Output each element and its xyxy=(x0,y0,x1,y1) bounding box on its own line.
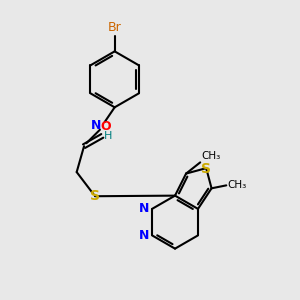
Text: H: H xyxy=(103,131,112,141)
Text: O: O xyxy=(100,120,111,133)
Text: CH₃: CH₃ xyxy=(201,151,220,161)
Text: N: N xyxy=(139,202,150,215)
Text: S: S xyxy=(201,162,211,176)
Text: N: N xyxy=(139,230,150,242)
Text: Br: Br xyxy=(108,21,122,34)
Text: CH₃: CH₃ xyxy=(227,180,247,190)
Text: N: N xyxy=(91,119,101,132)
Text: S: S xyxy=(90,189,100,203)
